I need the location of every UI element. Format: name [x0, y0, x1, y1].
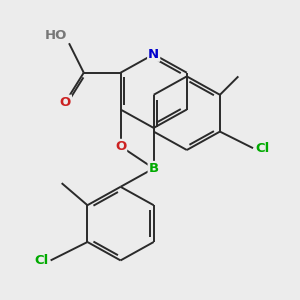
Text: N: N [148, 48, 159, 61]
Text: HO: HO [45, 29, 67, 42]
Text: Cl: Cl [34, 254, 49, 267]
Text: Cl: Cl [255, 142, 269, 155]
Text: B: B [148, 162, 159, 175]
Text: O: O [60, 96, 71, 109]
Text: O: O [115, 140, 126, 153]
